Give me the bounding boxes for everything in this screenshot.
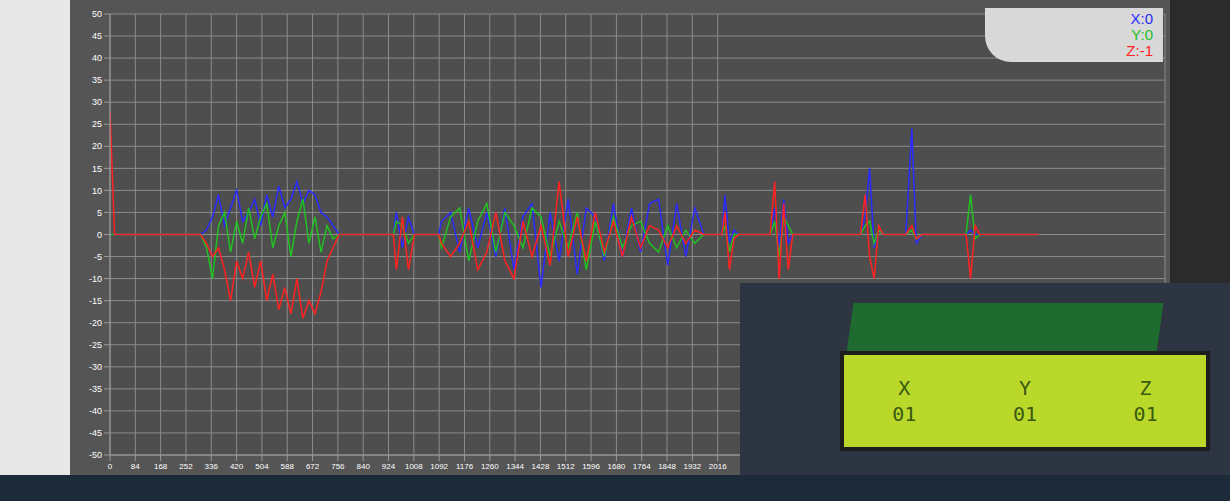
svg-text:672: 672: [306, 462, 320, 471]
svg-text:1680: 1680: [608, 462, 626, 471]
svg-text:756: 756: [331, 462, 345, 471]
svg-text:0: 0: [108, 462, 113, 471]
html-text:Z: Z: [1139, 376, 1152, 400]
svg-text:1764: 1764: [633, 462, 651, 471]
svg-text:1848: 1848: [658, 462, 676, 471]
html-text:01: 01: [892, 402, 917, 426]
svg-text:924: 924: [382, 462, 396, 471]
svg-text:-50: -50: [89, 450, 102, 460]
svg-text:-20: -20: [89, 318, 102, 328]
svg-text:84: 84: [131, 462, 140, 471]
svg-text:-35: -35: [89, 384, 102, 394]
svg-text:10: 10: [92, 186, 102, 196]
svg-text:2016: 2016: [709, 462, 727, 471]
svg-text:30: 30: [92, 97, 102, 107]
svg-text:420: 420: [230, 462, 244, 471]
svg-text:1344: 1344: [506, 462, 524, 471]
svg-text:1092: 1092: [430, 462, 448, 471]
svg-text:45: 45: [92, 31, 102, 41]
svg-text:-5: -5: [94, 252, 102, 262]
svg-text:-45: -45: [89, 428, 102, 438]
svg-text:15: 15: [92, 164, 102, 174]
svg-text:-40: -40: [89, 406, 102, 416]
svg-text:-30: -30: [89, 362, 102, 372]
svg-text:1008: 1008: [405, 462, 423, 471]
svg-text:252: 252: [179, 462, 193, 471]
svg-text:840: 840: [357, 462, 371, 471]
svg-text:1596: 1596: [582, 462, 600, 471]
svg-text:-25: -25: [89, 340, 102, 350]
svg-text:35: 35: [92, 75, 102, 85]
html-text:X: X: [898, 376, 911, 400]
svg-text:336: 336: [205, 462, 219, 471]
svg-text:40: 40: [92, 53, 102, 63]
svg-text:5: 5: [97, 208, 102, 218]
html-text:X:0: X:0: [1130, 10, 1153, 27]
svg-text:-10: -10: [89, 274, 102, 284]
html-text:01: 01: [1133, 402, 1158, 426]
svg-text:588: 588: [281, 462, 295, 471]
svg-text:50: 50: [92, 9, 102, 19]
svg-text:20: 20: [92, 141, 102, 151]
html-text:Y:0: Y:0: [1131, 26, 1153, 43]
svg-text:1512: 1512: [557, 462, 575, 471]
svg-text:1932: 1932: [683, 462, 701, 471]
html-text:Z:-1: Z:-1: [1126, 42, 1153, 59]
svg-text:1176: 1176: [456, 462, 474, 471]
html-text:Y: Y: [1019, 376, 1031, 400]
svg-text:1428: 1428: [532, 462, 550, 471]
svg-text:25: 25: [92, 119, 102, 129]
svg-text:-15: -15: [89, 296, 102, 306]
svg-text:168: 168: [154, 462, 168, 471]
svg-text:0: 0: [97, 230, 102, 240]
svg-text:1260: 1260: [481, 462, 499, 471]
html-text:01: 01: [1012, 402, 1037, 426]
svg-text:504: 504: [255, 462, 269, 471]
